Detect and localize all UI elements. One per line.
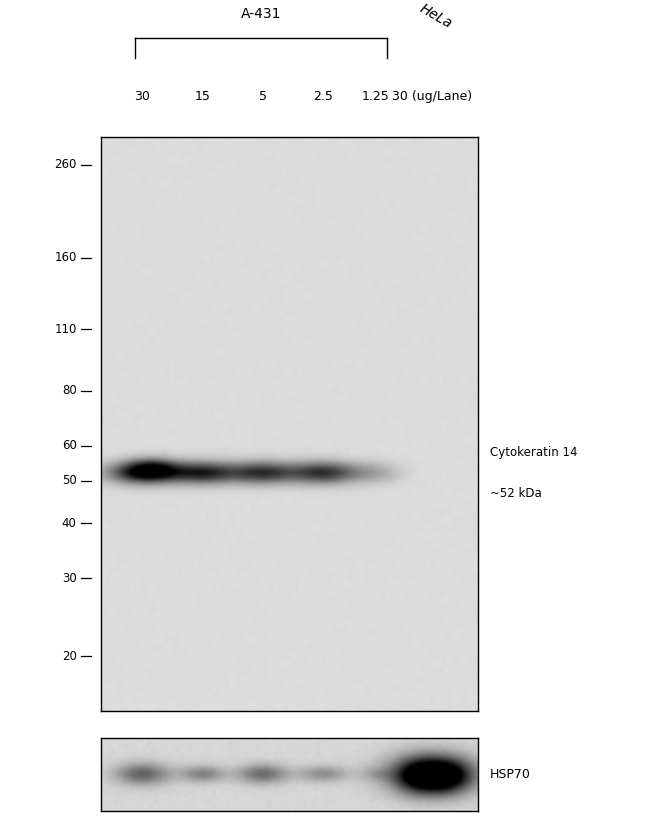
Text: HeLa: HeLa (417, 2, 455, 32)
Text: 160: 160 (54, 251, 77, 265)
Text: Cytokeratin 14: Cytokeratin 14 (490, 447, 577, 459)
Text: 20: 20 (62, 650, 77, 663)
Text: 30 (ug/Lane): 30 (ug/Lane) (393, 90, 473, 102)
Text: 15: 15 (194, 90, 211, 102)
Text: 260: 260 (54, 158, 77, 171)
Text: 5: 5 (259, 90, 267, 102)
Text: 110: 110 (54, 323, 77, 336)
Text: A-431: A-431 (240, 7, 281, 21)
Text: 50: 50 (62, 474, 77, 487)
Text: 30: 30 (135, 90, 150, 102)
Text: 40: 40 (62, 517, 77, 530)
Text: 1.25: 1.25 (362, 90, 390, 102)
Text: ~52 kDa: ~52 kDa (490, 487, 541, 500)
Text: 2.5: 2.5 (313, 90, 333, 102)
Text: 80: 80 (62, 384, 77, 397)
Text: HSP70: HSP70 (490, 768, 530, 781)
Text: 60: 60 (62, 439, 77, 452)
Text: 30: 30 (62, 572, 77, 585)
